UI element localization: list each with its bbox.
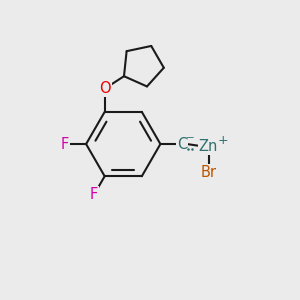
Text: +: + (218, 134, 228, 147)
Text: −: − (186, 133, 195, 142)
Text: C: C (177, 136, 187, 152)
Text: F: F (90, 187, 98, 202)
Text: Zn: Zn (199, 139, 218, 154)
Text: Br: Br (201, 165, 217, 180)
Text: O: O (99, 81, 110, 96)
Text: F: F (61, 136, 69, 152)
